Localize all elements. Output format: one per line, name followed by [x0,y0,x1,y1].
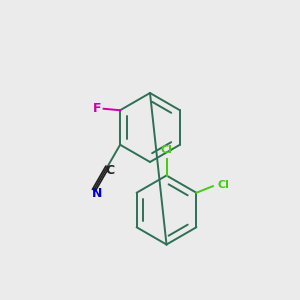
Text: N: N [92,187,102,200]
Text: C: C [106,164,115,177]
Text: F: F [93,102,101,115]
Text: Cl: Cl [160,146,172,155]
Text: Cl: Cl [217,180,229,190]
